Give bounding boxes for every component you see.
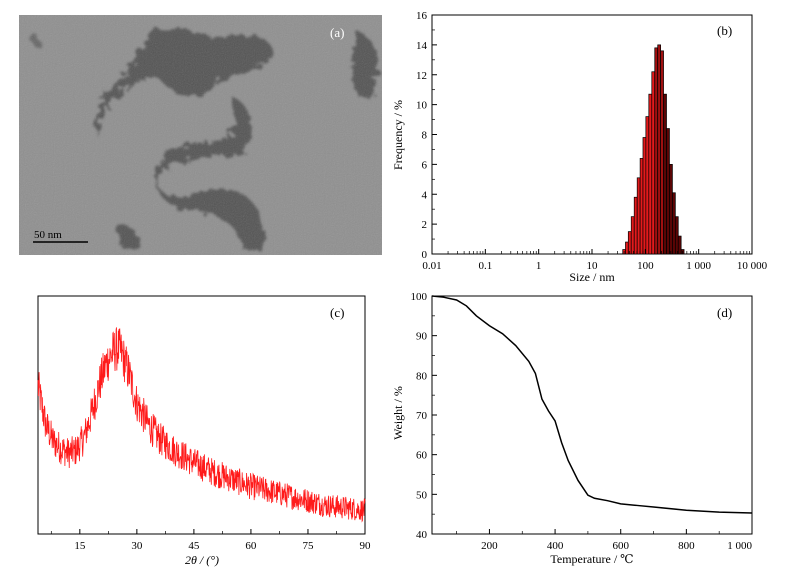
panel-c-xticks: 15 30 45 60 75 90	[50, 529, 372, 552]
x-tick-label: 90	[360, 540, 372, 552]
y-tick-label: 50	[416, 489, 428, 501]
histogram-bar	[674, 216, 679, 255]
histogram-bar	[645, 116, 650, 255]
panel-d-xlabel: Temperature / ℃	[550, 552, 633, 566]
panel-b-label: (b)	[717, 23, 732, 38]
x-tick-label: 15	[74, 540, 86, 552]
y-tick-label: 12	[416, 70, 427, 82]
panel-d-frame	[431, 295, 753, 535]
panel-d-chart: 200 400 600 800 1 000 40 50 60 70 80 90 100 (d) Te…	[391, 291, 753, 566]
y-tick-label: 60	[416, 450, 428, 462]
panel-b-xticks: 0.01 0.1 1 10 100 1 000 10 000	[422, 249, 768, 272]
x-tick-label: 0.1	[478, 260, 492, 272]
histogram-bar	[639, 158, 644, 255]
y-tick-label: 16	[416, 10, 428, 22]
histogram-bar	[625, 241, 629, 255]
panel-d-xticks: 200 400 600 800 1 000	[456, 529, 753, 552]
x-tick-label: 30	[131, 540, 143, 552]
x-tick-label: 75	[302, 540, 314, 552]
y-tick-label: 10	[416, 100, 428, 112]
histogram-bar	[663, 93, 667, 255]
panel-b-frame	[431, 14, 753, 255]
histogram-bar	[633, 196, 638, 255]
histogram-bar	[660, 50, 664, 255]
histogram-bar	[630, 216, 635, 255]
y-tick-label: 14	[416, 40, 428, 52]
panel-a-label: (a)	[330, 25, 344, 40]
histogram-bar	[657, 44, 661, 255]
x-tick-label: 1 000	[727, 540, 752, 552]
x-tick-label: 1	[536, 260, 542, 272]
y-tick-label: 100	[411, 291, 428, 303]
x-tick-label: 600	[612, 540, 629, 552]
histogram-bar	[672, 192, 676, 255]
scale-bar-label: 50 nm	[34, 229, 62, 241]
panel-d-yticks: 40 50 60 70 80 90 100	[411, 291, 437, 541]
x-tick-label: 1 000	[686, 260, 711, 272]
histogram-bar	[666, 128, 670, 255]
histogram-bar	[627, 231, 632, 255]
tem-panel: (a) 50 nm	[19, 15, 382, 255]
panel-b-bars	[622, 44, 685, 255]
panel-d-tga-line	[431, 295, 753, 514]
panel-c-xlabel: 2θ / (°)	[185, 553, 219, 567]
histogram-bar	[677, 235, 682, 255]
y-tick-label: 4	[422, 189, 428, 201]
histogram-bar	[636, 177, 641, 255]
y-tick-label: 8	[422, 130, 428, 142]
histogram-bar	[642, 137, 647, 255]
panel-b-chart: 0.01 0.1 1 10 100 1 000 10 000 0 2 4 6 8 10 12 14 16 (…	[391, 10, 768, 284]
histogram-bar	[648, 93, 653, 255]
histogram-bar	[651, 71, 656, 255]
x-tick-label: 800	[678, 540, 695, 552]
panel-b-xlabel: Size / nm	[569, 270, 615, 284]
panel-d-ylabel: Weight / %	[391, 386, 405, 440]
x-tick-label: 60	[245, 540, 257, 552]
x-tick-label: 400	[547, 540, 564, 552]
y-tick-label: 40	[416, 529, 428, 541]
panel-c-frame	[37, 295, 366, 535]
x-tick-label: 45	[188, 540, 200, 552]
panel-c-xrd-line	[37, 327, 366, 523]
x-tick-label: 100	[637, 260, 654, 272]
panel-c-chart: 15 30 45 60 75 90 (c) 2θ / (°)	[37, 295, 372, 567]
y-tick-label: 80	[416, 370, 428, 382]
y-tick-label: 0	[422, 249, 428, 261]
panel-b-yticks: 0 2 4 6 8 10 12 14 16	[416, 10, 437, 261]
x-tick-label: 0.01	[422, 260, 441, 272]
histogram-bar	[669, 164, 673, 255]
x-tick-label: 10 000	[737, 260, 768, 272]
y-tick-label: 6	[422, 159, 428, 171]
panel-c-label: (c)	[330, 305, 344, 320]
x-tick-label: 10	[587, 260, 599, 272]
x-tick-label: 200	[481, 540, 498, 552]
y-tick-label: 90	[416, 331, 428, 343]
y-tick-label: 70	[416, 410, 428, 422]
panel-b-ylabel: Frequency / %	[391, 100, 405, 170]
y-tick-label: 2	[422, 219, 428, 231]
histogram-bar	[654, 47, 659, 255]
panel-d-label: (d)	[717, 305, 732, 320]
